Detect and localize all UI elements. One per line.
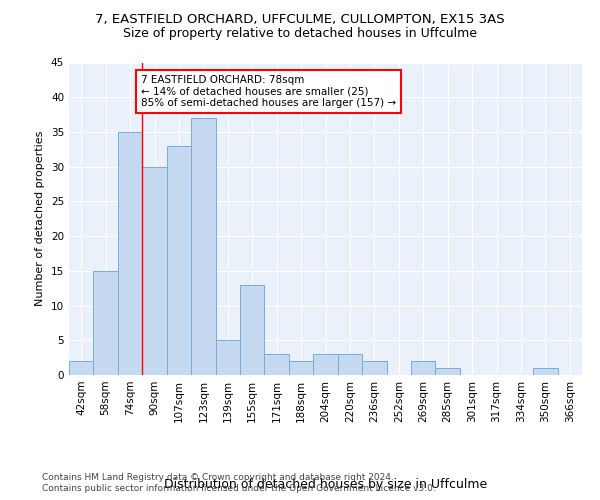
Bar <box>533 368 557 375</box>
Y-axis label: Number of detached properties: Number of detached properties <box>35 131 46 306</box>
Bar <box>411 361 436 375</box>
Bar <box>215 340 240 375</box>
Text: Contains HM Land Registry data © Crown copyright and database right 2024.: Contains HM Land Registry data © Crown c… <box>42 472 394 482</box>
Bar <box>289 361 313 375</box>
X-axis label: Distribution of detached houses by size in Uffculme: Distribution of detached houses by size … <box>164 478 487 490</box>
Bar <box>94 271 118 375</box>
Text: 7 EASTFIELD ORCHARD: 78sqm
← 14% of detached houses are smaller (25)
85% of semi: 7 EASTFIELD ORCHARD: 78sqm ← 14% of deta… <box>141 75 396 108</box>
Bar <box>142 166 167 375</box>
Bar <box>362 361 386 375</box>
Bar <box>436 368 460 375</box>
Bar <box>265 354 289 375</box>
Bar <box>313 354 338 375</box>
Bar <box>69 361 94 375</box>
Text: Contains public sector information licensed under the Open Government Licence v3: Contains public sector information licen… <box>42 484 436 493</box>
Text: Size of property relative to detached houses in Uffculme: Size of property relative to detached ho… <box>123 28 477 40</box>
Bar <box>338 354 362 375</box>
Bar <box>191 118 215 375</box>
Bar <box>240 284 265 375</box>
Bar <box>167 146 191 375</box>
Text: 7, EASTFIELD ORCHARD, UFFCULME, CULLOMPTON, EX15 3AS: 7, EASTFIELD ORCHARD, UFFCULME, CULLOMPT… <box>95 12 505 26</box>
Bar <box>118 132 142 375</box>
